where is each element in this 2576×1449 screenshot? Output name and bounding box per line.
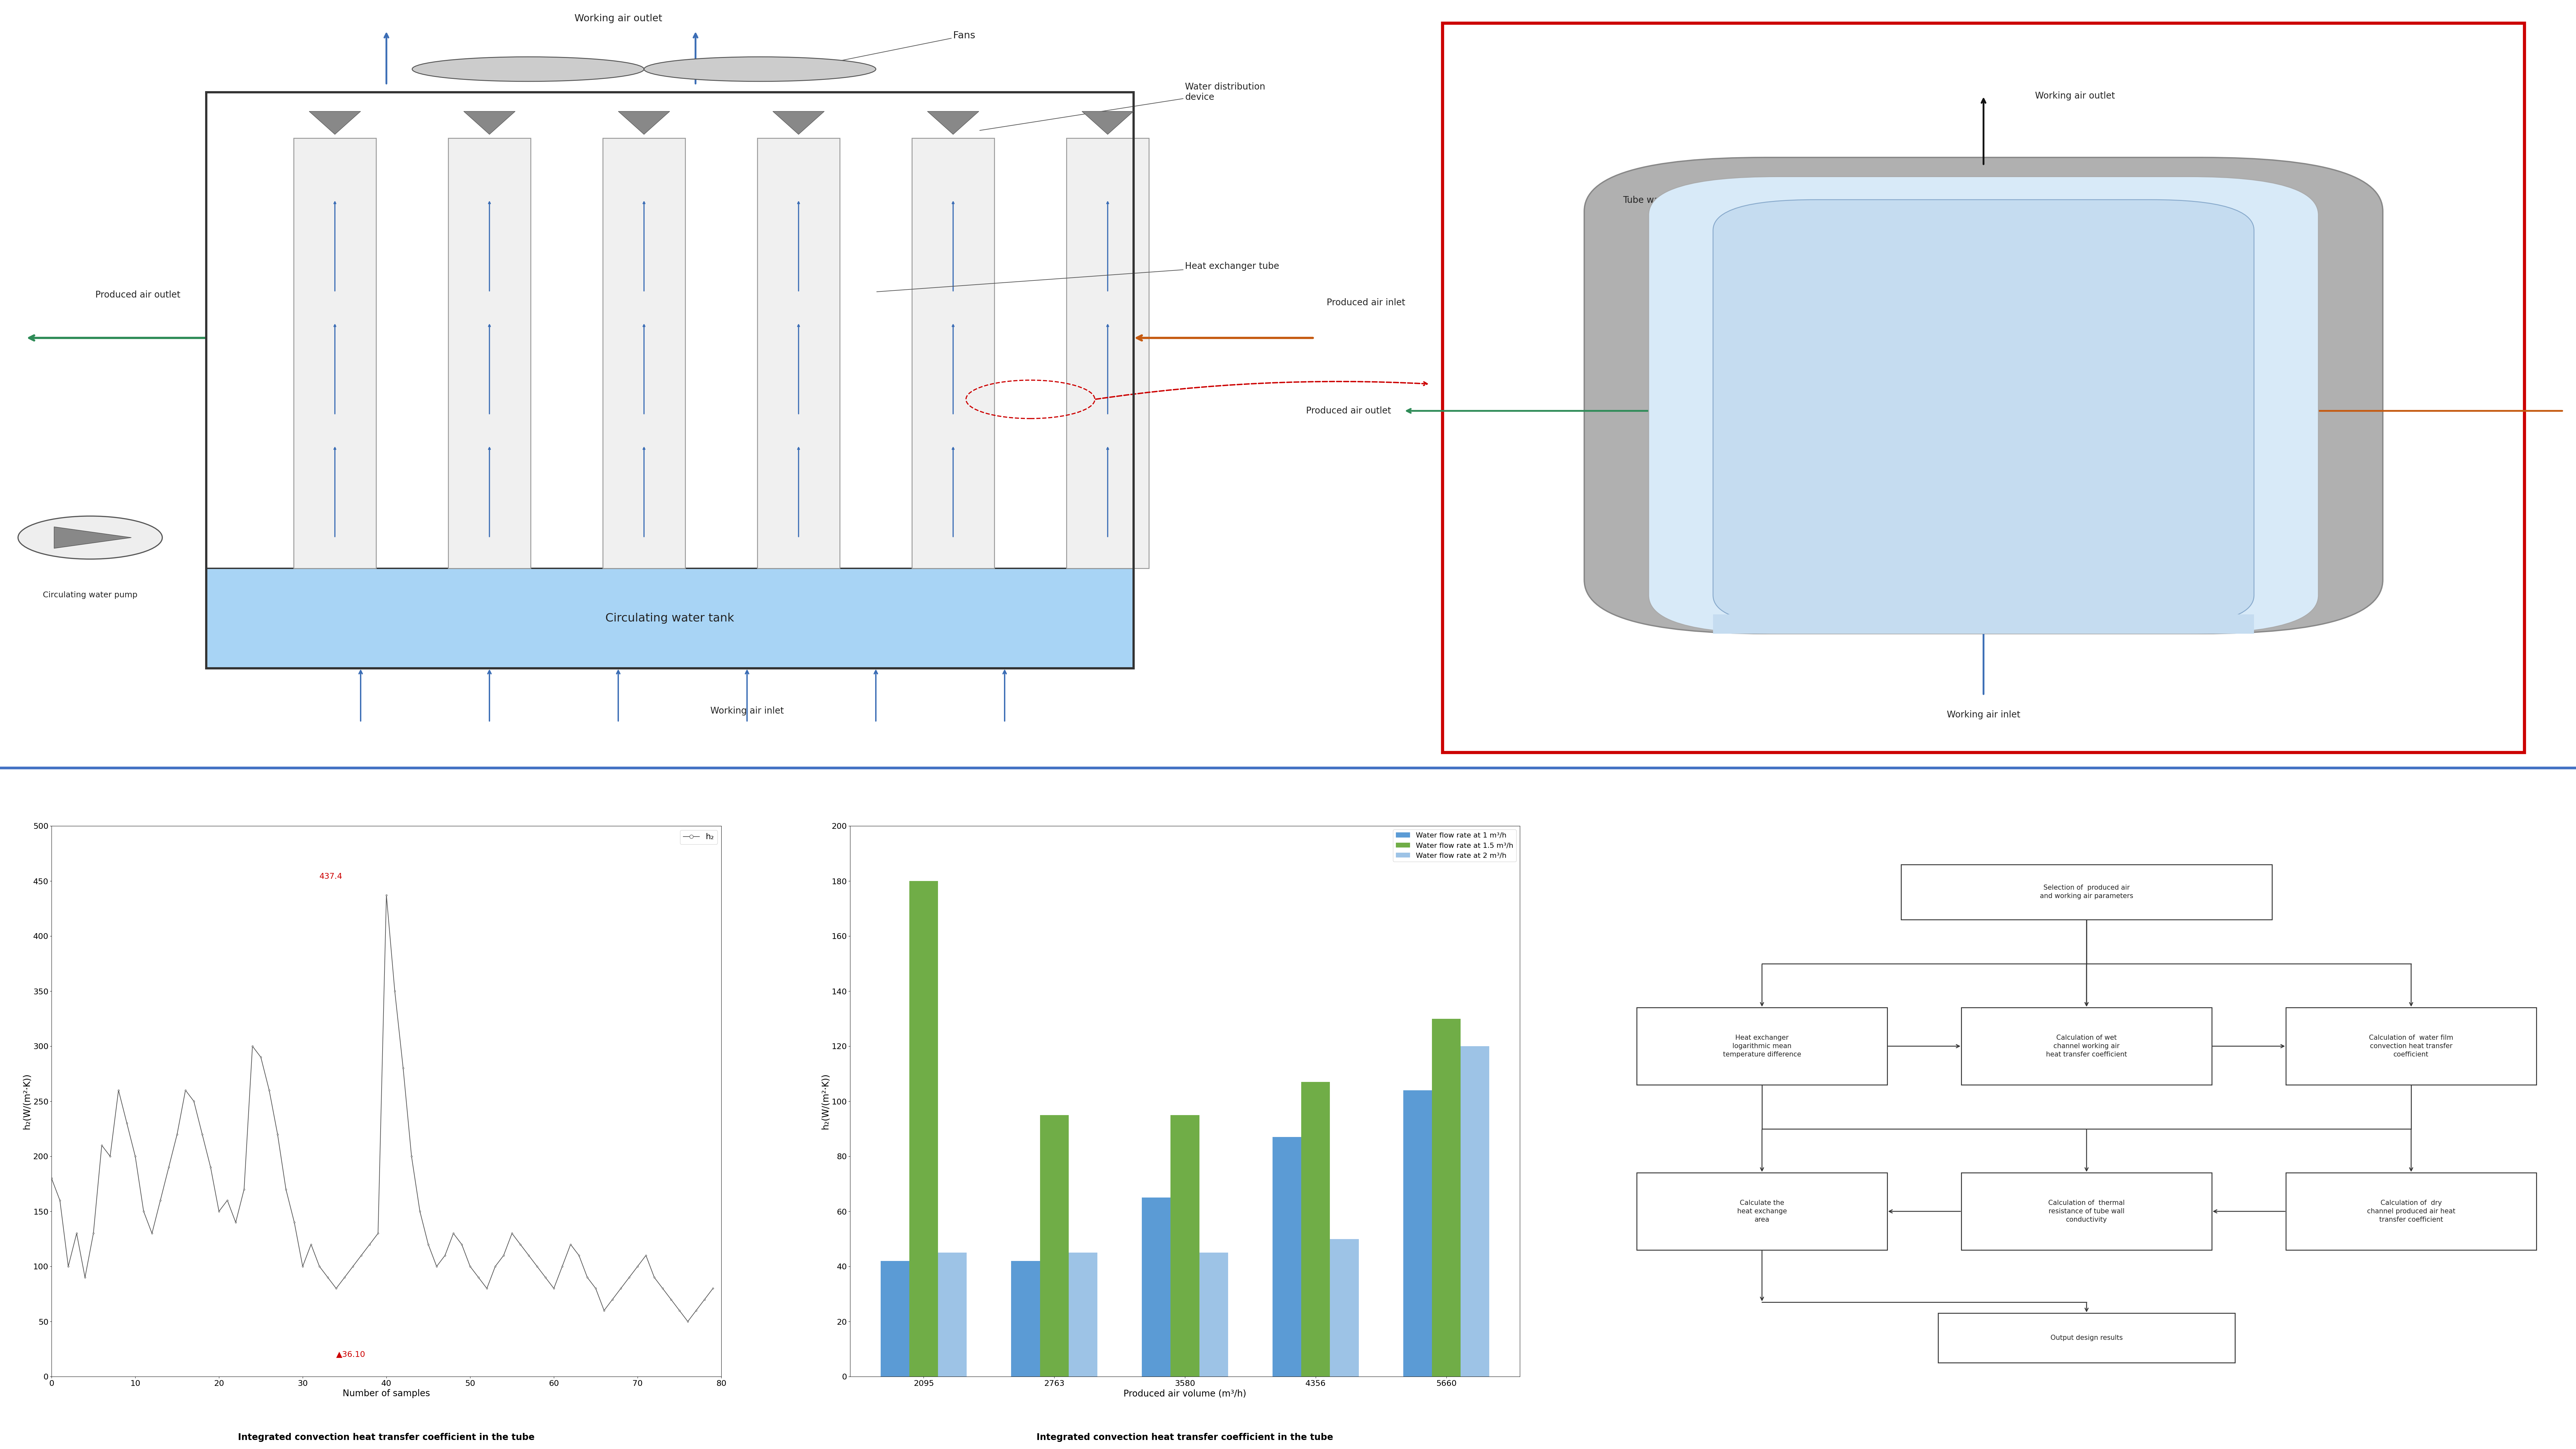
Circle shape — [18, 516, 162, 559]
Bar — [206, 93, 1133, 668]
Text: ▲36.10: ▲36.10 — [335, 1350, 366, 1358]
Bar — [294, 138, 376, 568]
Text: Calculation of wet
channel working air
heat transfer coefficient: Calculation of wet channel working air h… — [2045, 1035, 2128, 1058]
h₂ — [330, 1269, 361, 1287]
Y-axis label: h₂(W/(m²·K)): h₂(W/(m²·K)) — [23, 1074, 31, 1129]
Bar — [2285, 1172, 2537, 1250]
h₂ — [698, 1279, 729, 1297]
X-axis label: Produced air volume (m³/h): Produced air volume (m³/h) — [1123, 1390, 1247, 1398]
Bar — [1636, 1172, 1888, 1250]
Bar — [912, 138, 994, 568]
Ellipse shape — [412, 57, 644, 81]
Bar — [448, 138, 531, 568]
h₂ — [36, 1169, 67, 1187]
Text: Produced air inlet: Produced air inlet — [1327, 298, 1406, 307]
Bar — [757, 138, 840, 568]
Bar — [1273, 1137, 1301, 1377]
Bar — [1960, 1007, 2213, 1085]
h₂ — [672, 1313, 703, 1330]
Bar — [1636, 1007, 1888, 1085]
Text: Selection of  produced air
and working air parameters: Selection of produced air and working ai… — [2040, 884, 2133, 900]
X-axis label: Number of samples: Number of samples — [343, 1390, 430, 1398]
h₂ — [471, 1279, 502, 1297]
Text: Calculation of  water film
convection heat transfer
coefficient: Calculation of water film convection hea… — [2370, 1035, 2452, 1058]
Text: 437.4: 437.4 — [319, 872, 343, 881]
Polygon shape — [927, 112, 979, 135]
Text: Circulating water tank: Circulating water tank — [605, 613, 734, 623]
FancyBboxPatch shape — [1584, 158, 2383, 633]
Polygon shape — [464, 112, 515, 135]
Bar — [1937, 1313, 2236, 1362]
Polygon shape — [773, 112, 824, 135]
Ellipse shape — [644, 57, 876, 81]
Text: Output design results: Output design results — [2050, 1335, 2123, 1342]
Legend: h₂: h₂ — [680, 830, 716, 845]
Bar — [1901, 865, 2272, 920]
Bar — [909, 881, 938, 1377]
h₂ — [371, 887, 402, 904]
Bar — [2285, 1007, 2537, 1085]
Bar — [1301, 1082, 1329, 1377]
Bar — [1432, 1019, 1461, 1377]
Bar — [1200, 1252, 1229, 1377]
Bar — [1041, 1116, 1069, 1377]
Bar — [1443, 23, 2524, 752]
Text: Working air outlet: Working air outlet — [574, 13, 662, 23]
Bar — [1141, 1197, 1170, 1377]
Text: Working air inlet: Working air inlet — [711, 707, 783, 716]
Bar — [1713, 614, 2254, 633]
Polygon shape — [618, 112, 670, 135]
Text: Calculation of  thermal
resistance of tube wall
conductivity: Calculation of thermal resistance of tub… — [2048, 1200, 2125, 1223]
Polygon shape — [1082, 112, 1133, 135]
Text: Tube wall: Tube wall — [1623, 196, 1664, 204]
Text: Calculate the
heat exchange
area: Calculate the heat exchange area — [1736, 1200, 1788, 1223]
Text: Fans: Fans — [799, 30, 976, 70]
Text: Circulating water pump: Circulating water pump — [44, 591, 137, 598]
h₂ — [446, 1236, 477, 1253]
Bar — [1170, 1116, 1200, 1377]
Polygon shape — [54, 527, 131, 548]
Text: Heat exchanger
logarithmic mean
temperature difference: Heat exchanger logarithmic mean temperat… — [1723, 1035, 1801, 1058]
Text: Working air outlet: Working air outlet — [2035, 91, 2115, 100]
Bar — [1012, 1261, 1041, 1377]
h₂ — [497, 1224, 528, 1242]
h₂ — [631, 1246, 662, 1264]
Bar — [1069, 1252, 1097, 1377]
Text: Water distribution
device: Water distribution device — [979, 83, 1265, 130]
Text: Heat exchanger tube: Heat exchanger tube — [876, 262, 1280, 291]
Bar — [1461, 1046, 1489, 1377]
Bar — [1960, 1172, 2213, 1250]
Polygon shape — [309, 112, 361, 135]
Text: Spraying water
film in the tube: Spraying water film in the tube — [2009, 355, 2079, 374]
Legend: Water flow rate at 1 m³/h, Water flow rate at 1.5 m³/h, Water flow rate at 2 m³/: Water flow rate at 1 m³/h, Water flow ra… — [1394, 829, 1517, 862]
Bar — [1404, 1090, 1432, 1377]
FancyBboxPatch shape — [1713, 200, 2254, 626]
Text: Calculation of  dry
channel produced air heat
transfer coefficient: Calculation of dry channel produced air … — [2367, 1200, 2455, 1223]
FancyBboxPatch shape — [1649, 177, 2318, 633]
Bar — [206, 568, 1133, 668]
Y-axis label: h₂(W/(m²·K)): h₂(W/(m²·K)) — [822, 1074, 829, 1129]
Text: Integrated convection heat transfer coefficient in the tube: Integrated convection heat transfer coef… — [1036, 1433, 1334, 1442]
Text: Produced air outlet: Produced air outlet — [95, 290, 180, 300]
Text: Integrated convection heat transfer coefficient in the tube: Integrated convection heat transfer coef… — [237, 1433, 536, 1442]
Bar — [938, 1252, 966, 1377]
Bar — [1066, 138, 1149, 568]
Line: h₂: h₂ — [52, 894, 714, 1321]
Bar — [603, 138, 685, 568]
Text: Working air inlet: Working air inlet — [1947, 710, 2020, 719]
Bar — [881, 1261, 909, 1377]
h₂ — [438, 1224, 469, 1242]
Text: Produced air outlet: Produced air outlet — [1306, 406, 1391, 416]
Bar — [1329, 1239, 1358, 1377]
